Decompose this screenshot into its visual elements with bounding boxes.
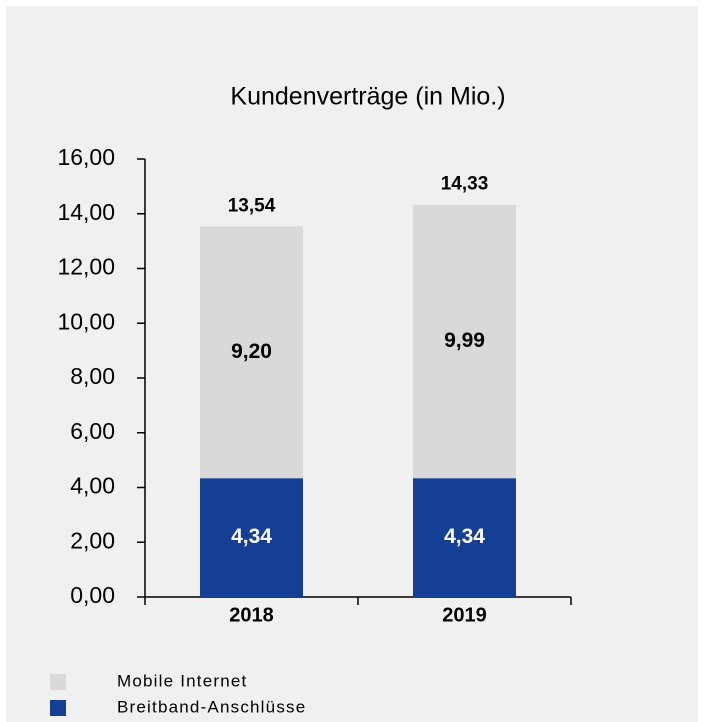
legend-label: Breitband-Anschlüsse [117, 697, 306, 716]
y-tick-label: 10,00 [57, 308, 115, 334]
legend-swatch [50, 674, 66, 690]
bar-segment [200, 226, 303, 479]
bar-segment [413, 478, 516, 597]
y-tick-label: 8,00 [70, 363, 115, 389]
value-label: 9,20 [231, 340, 272, 363]
bar-segment [200, 478, 303, 597]
legend-label: Mobile Internet [117, 671, 247, 690]
value-label: 9,99 [444, 329, 485, 352]
total-label: 14,33 [441, 174, 489, 195]
bar-segment [413, 204, 516, 479]
y-tick-label: 2,00 [70, 527, 115, 553]
value-label: 4,34 [444, 525, 485, 548]
y-tick-label: 16,00 [57, 144, 115, 170]
y-tick-label: 12,00 [57, 254, 115, 280]
total-label: 13,54 [228, 195, 276, 216]
chart-title: Kundenverträge (in Mio.) [230, 83, 505, 111]
y-tick-label: 0,00 [70, 582, 115, 608]
y-tick-label: 4,00 [70, 473, 115, 499]
legend-swatch [50, 700, 66, 716]
y-tick-label: 6,00 [70, 418, 115, 444]
value-label: 4,34 [231, 525, 272, 548]
x-tick-label: 2019 [442, 604, 487, 626]
x-tick-label: 2018 [229, 604, 274, 626]
chart-background [6, 6, 698, 722]
y-tick-label: 14,00 [57, 199, 115, 225]
